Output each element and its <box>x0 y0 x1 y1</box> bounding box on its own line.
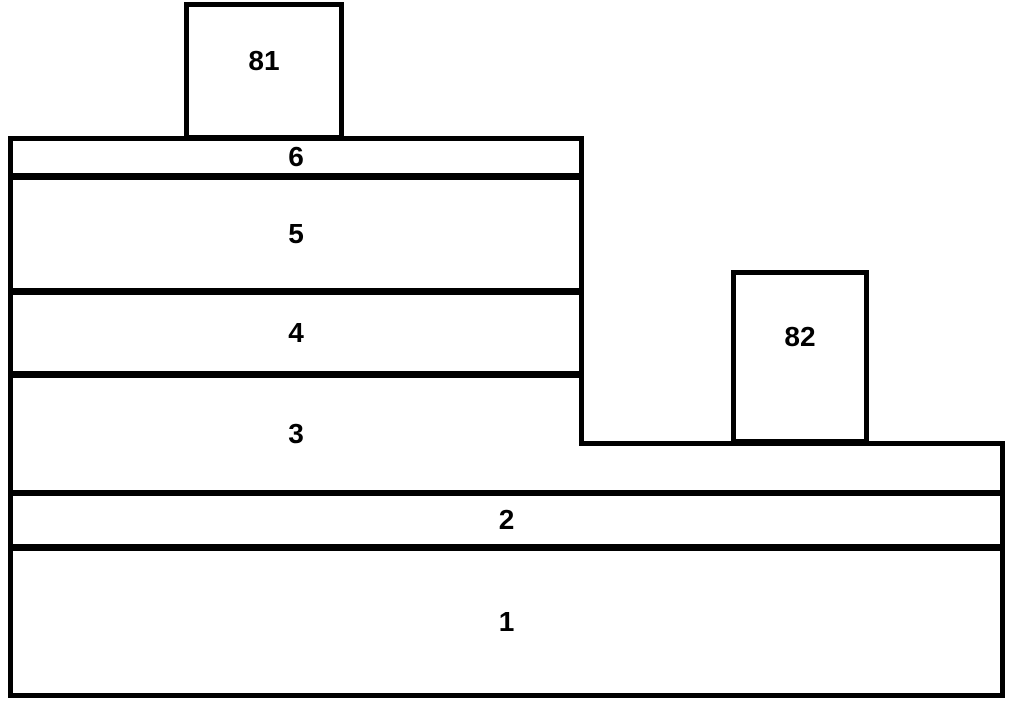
layer-2: 2 <box>8 491 1005 549</box>
layer-6: 6 <box>8 136 584 178</box>
label-5: 5 <box>288 218 304 250</box>
layer-1: 1 <box>8 546 1005 698</box>
label-3: 3 <box>288 418 304 450</box>
layer-4: 4 <box>8 290 584 376</box>
layer-5: 5 <box>8 175 584 293</box>
label-4: 4 <box>288 317 304 349</box>
layer-3-right <box>579 441 1005 495</box>
label-3-container: 3 <box>8 373 584 495</box>
label-1: 1 <box>499 606 515 638</box>
label-6: 6 <box>288 141 304 173</box>
layer-82: 82 <box>731 270 869 444</box>
label-2: 2 <box>499 504 515 536</box>
layer-81: 81 <box>184 2 344 140</box>
label-81: 81 <box>248 45 279 77</box>
label-82: 82 <box>784 321 815 353</box>
